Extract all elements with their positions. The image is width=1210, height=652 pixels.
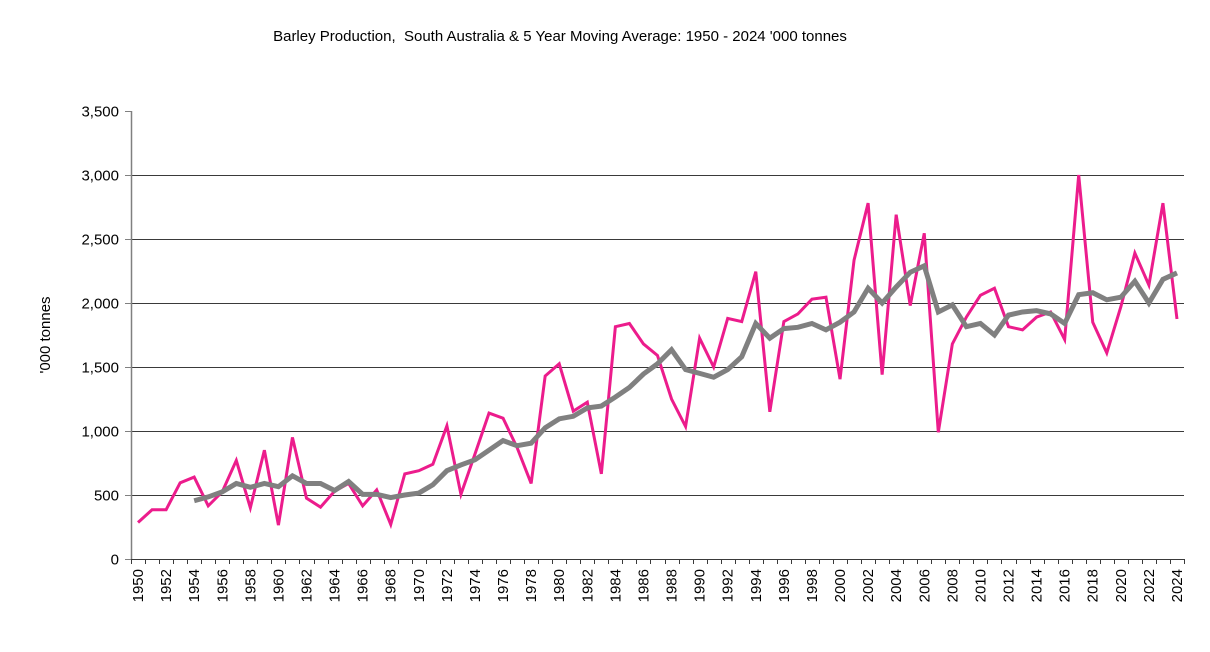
x-tick-label: 1968 <box>383 569 400 602</box>
x-tick-label: 2024 <box>1169 569 1186 602</box>
x-tick-label: 2018 <box>1085 569 1102 602</box>
x-tick-label: 1962 <box>299 569 316 602</box>
gridlines <box>131 175 1184 496</box>
y-tick-label: 3,000 <box>81 168 119 185</box>
x-tick-label: 1950 <box>130 569 147 602</box>
series-lines <box>137 174 1179 530</box>
x-tick-label: 1970 <box>411 569 428 602</box>
x-tick-label: 1990 <box>692 569 709 602</box>
x-tick-label: 2014 <box>1029 569 1046 602</box>
chart-title: Barley Production, South Australia & 5 Y… <box>273 28 847 45</box>
x-tick-label: 1978 <box>523 569 540 602</box>
x-tick-label: 1998 <box>804 569 821 602</box>
x-tick-label: 1994 <box>748 569 765 602</box>
y-tick-label: 2,000 <box>81 296 119 313</box>
series-line-production <box>137 174 1179 530</box>
x-tick-label: 1964 <box>327 569 344 602</box>
y-tick-label: 500 <box>94 488 119 505</box>
x-tick-label: 1982 <box>579 569 596 602</box>
x-tick-label: 2002 <box>860 569 877 602</box>
x-tick-label: 2010 <box>972 569 989 602</box>
x-tick-label: 1992 <box>720 569 737 602</box>
x-tick-label: 2020 <box>1113 569 1130 602</box>
x-tick-label: 2006 <box>916 569 933 602</box>
x-tick-label: 1980 <box>551 569 568 602</box>
x-tick-label: 1986 <box>635 569 652 602</box>
x-tick-label: 2022 <box>1141 569 1158 602</box>
x-tick-label: 1974 <box>467 569 484 602</box>
x-tick-label: 1954 <box>186 569 203 602</box>
series-line-moving-average <box>193 262 1179 504</box>
x-tick-label: 1972 <box>439 569 456 602</box>
x-tick-label: 1988 <box>664 569 681 602</box>
y-tick-label: 1,000 <box>81 424 119 441</box>
x-tick-label: 2012 <box>1001 569 1018 602</box>
x-tick-label: 1966 <box>355 569 372 602</box>
y-tick-label: 3,500 <box>81 104 119 121</box>
x-tick-label: 1956 <box>214 569 231 602</box>
x-tick-label: 1996 <box>776 569 793 602</box>
x-tick-label: 2008 <box>944 569 961 602</box>
x-tick-label: 2000 <box>832 569 849 602</box>
x-tick-label: 1984 <box>607 569 624 602</box>
y-tick-label: 1,500 <box>81 360 119 377</box>
x-tick-label: 2004 <box>888 569 905 602</box>
y-axis-title: '000 tonnes <box>37 296 54 373</box>
axes <box>125 111 1185 564</box>
y-tick-label: 2,500 <box>81 232 119 249</box>
tick-labels: 0 500 1,000 1,500 2,000 2,500 3,000 3,500 1950 19… <box>81 104 1186 603</box>
x-tick-label: 1952 <box>158 569 175 602</box>
x-tick-label: 1960 <box>270 569 287 602</box>
y-tick-label: 0 <box>111 552 119 569</box>
x-tick-label: 1958 <box>242 569 259 602</box>
x-tick-label: 1976 <box>495 569 512 602</box>
x-tick-label: 2016 <box>1057 569 1074 602</box>
